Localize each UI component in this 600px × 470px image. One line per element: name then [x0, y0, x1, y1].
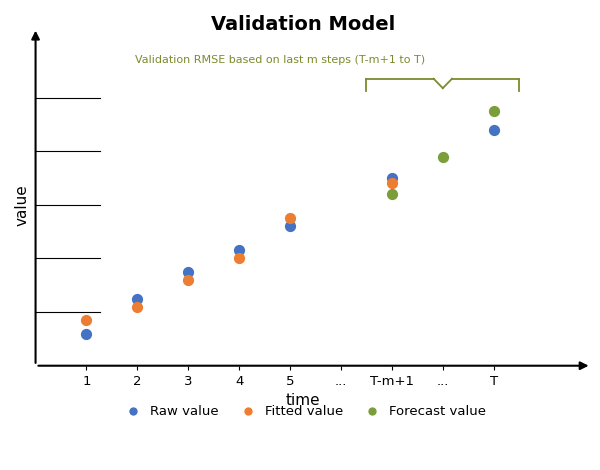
Point [133, 303, 142, 311]
Legend: Raw value, Fitted value, Forecast value: Raw value, Fitted value, Forecast value [114, 400, 491, 423]
X-axis label: time: time [286, 393, 320, 408]
Title: Validation Model: Validation Model [211, 15, 395, 34]
Point [82, 330, 91, 337]
Point [387, 180, 397, 187]
Y-axis label: value: value [15, 184, 30, 226]
Point [235, 247, 244, 254]
Point [438, 153, 448, 160]
Point [235, 255, 244, 262]
Point [387, 174, 397, 182]
Point [184, 276, 193, 284]
Point [285, 214, 295, 222]
Point [387, 190, 397, 198]
Point [285, 222, 295, 230]
Point [489, 107, 499, 115]
Point [489, 126, 499, 133]
Point [133, 295, 142, 302]
Point [184, 268, 193, 275]
Text: Validation RMSE based on last m steps (T-m+1 to T): Validation RMSE based on last m steps (T… [135, 55, 425, 65]
Point [82, 316, 91, 324]
